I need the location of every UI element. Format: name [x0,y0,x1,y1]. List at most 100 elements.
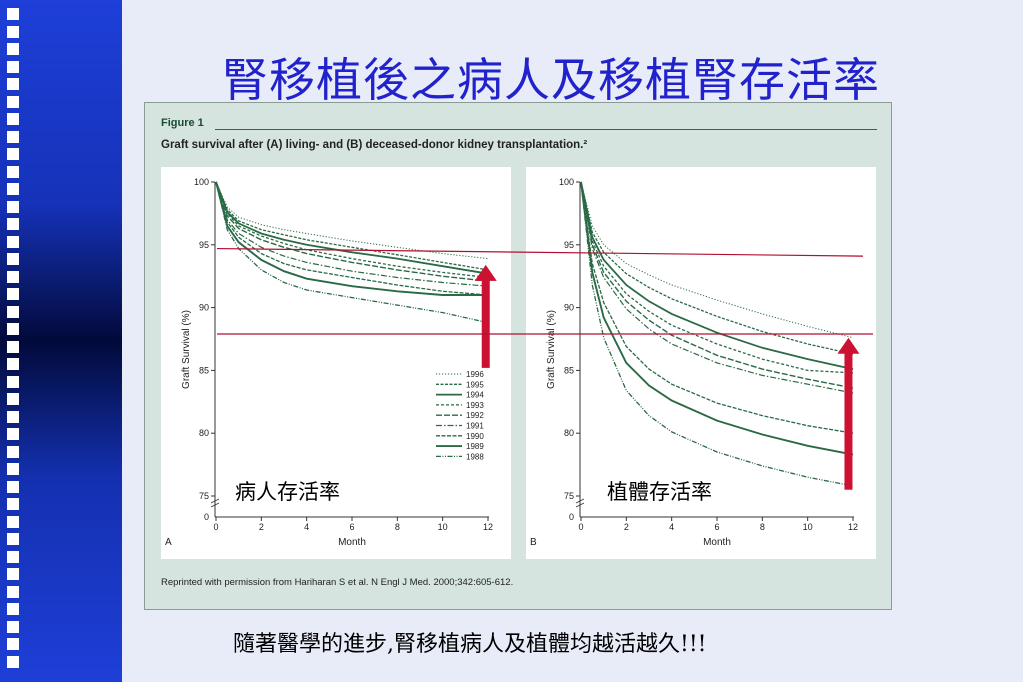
sidebar-square [7,78,19,90]
x-tick-label: 12 [483,522,493,532]
sidebar-square [7,8,19,20]
series-line-1993 [215,181,489,279]
axis-break-mark [575,498,585,508]
sidebar-square [7,200,19,213]
series-line-1989 [580,181,854,456]
series-line-1990 [580,181,854,434]
sidebar-square [7,60,19,73]
x-tick-label: 0 [578,522,583,532]
x-tick-label: 6 [349,522,354,532]
sidebar-square [7,533,19,545]
legend-entry: 1996 [466,370,484,379]
series-line-1992 [580,181,854,389]
sidebar-square [7,130,19,143]
panel-letter: B [530,537,537,548]
sidebar-square [7,498,19,510]
legend-entry: 1992 [466,411,484,420]
sidebar-square [7,340,19,353]
legend-entry: 1995 [466,380,484,389]
legend-entry: 1991 [466,422,484,431]
sidebar-square [7,95,19,108]
y-tick-label: 100 [194,177,209,187]
axis-break-mark [210,498,220,508]
y-tick-label: 0 [569,512,574,522]
sidebar-square [7,463,19,475]
sidebar-square [7,25,19,38]
y-tick-label: 80 [199,428,209,438]
x-tick-label: 2 [624,522,629,532]
series-line-1994 [215,181,489,275]
red-arrow-shaft [481,278,490,368]
chart-panel-a: 75 80 85 90 95 100 00 2 4 6 8 10 12 Month Graft Surviv… [161,167,511,559]
chart-annotation: 植體存活率 [607,480,712,504]
sidebar-square [7,638,19,650]
y-tick-label: 100 [559,177,574,187]
legend-entry: 1988 [466,452,484,461]
sidebar-square [7,218,19,230]
sidebar-square [7,445,19,458]
figure-reprint-note: Reprinted with permission from Hariharan… [161,577,514,588]
y-tick-label: 80 [564,428,574,438]
sidebar-square [7,148,19,160]
sidebar-square [7,620,19,633]
y-tick-label: 95 [564,240,574,250]
series-line-1988 [580,181,854,487]
sidebar-square [7,323,19,335]
sidebar-square [7,375,19,388]
sidebar-square [7,480,19,493]
chart-annotation: 病人存活率 [235,480,340,504]
x-tick-label: 2 [259,522,264,532]
sidebar-square [7,253,19,265]
sidebar-square [7,603,19,615]
sidebar-square [7,428,19,440]
x-tick-label: 4 [304,522,309,532]
series-line-1988 [215,181,489,324]
reference-line-upper [216,247,864,257]
series-line-1995 [580,181,854,355]
red-arrow-shaft [844,351,853,490]
sidebar-square [7,515,19,528]
series-line-1995 [215,181,489,271]
sidebar-square [7,305,19,318]
sidebar-square [7,288,19,300]
slide-title: 腎移植後之病人及移植腎存活率 [222,53,880,107]
x-tick-label: 12 [848,522,858,532]
figure-label: Figure 1 [161,117,204,129]
x-tick-label: 0 [213,522,218,532]
x-tick-label: 10 [803,522,813,532]
y-tick-label: 0 [204,512,209,522]
figure-caption: Graft survival after (A) living- and (B)… [161,139,588,151]
y-tick-label: 95 [199,240,209,250]
sidebar-square [7,165,19,178]
sidebar-decoration [0,0,122,682]
sidebar-square [7,655,19,668]
x-tick-label: 6 [714,522,719,532]
x-axis-label: Month [338,537,366,548]
x-tick-label: 8 [760,522,765,532]
chart-panel-background [161,167,511,559]
sidebar-square [7,568,19,580]
y-axis-label: Graft Survival (%) [181,310,192,389]
series-line-1990 [215,181,489,296]
series-line-1991 [580,181,854,394]
sidebar-square [7,183,19,195]
chart-panel-background [526,167,876,559]
sidebar-square [7,113,19,125]
sidebar-square [7,270,19,283]
y-tick-label: 90 [199,303,209,313]
x-tick-label: 4 [669,522,674,532]
legend-entry: 1993 [466,401,484,410]
x-tick-label: 10 [438,522,448,532]
series-line-1992 [215,181,489,282]
y-tick-label: 85 [564,365,574,375]
panel-letter: A [165,537,172,548]
x-tick-label: 8 [395,522,400,532]
series-line-1993 [580,181,854,374]
y-axis-label: Graft Survival (%) [546,310,557,389]
legend-entry: 1990 [466,432,484,441]
x-axis-label: Month [703,537,731,548]
sidebar-square [7,235,19,248]
series-line-1994 [580,181,854,370]
series-line-1991 [215,181,489,287]
